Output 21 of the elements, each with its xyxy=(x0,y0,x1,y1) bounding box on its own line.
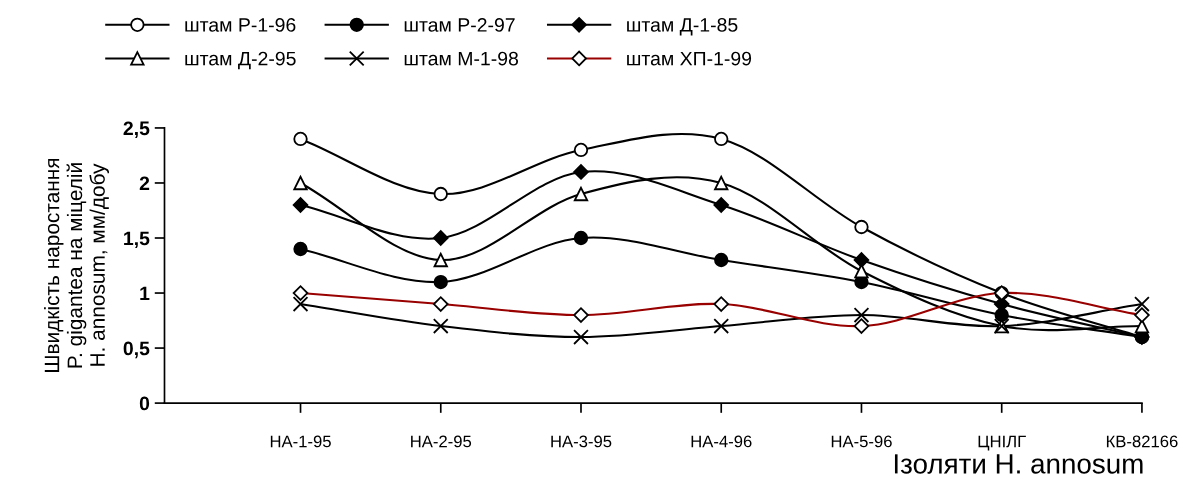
x-tick-label: НА-2-95 xyxy=(411,435,472,448)
x-axis-title: Ізоляти H. annosum xyxy=(894,454,1143,474)
y-tick-label: 1 xyxy=(140,286,150,301)
x-tick-label: ЦНІЛГ xyxy=(978,435,1026,451)
x-tick-label: КВ-82166 xyxy=(1106,435,1178,448)
x-tick-label: НА-3-95 xyxy=(551,435,612,448)
legend-label: штам ХП-1-99 xyxy=(627,51,752,66)
y-tick-label: 2 xyxy=(139,176,150,191)
legend-label: штам Д-2-95 xyxy=(185,51,296,70)
y-tick-label: 0,5 xyxy=(123,341,150,359)
y-tick-label: 1,5 xyxy=(124,231,150,249)
legend-label: штам Р-2-97 xyxy=(404,18,515,32)
y-tick-label: 0 xyxy=(139,396,150,411)
y-tick-label: 2,5 xyxy=(123,121,150,138)
x-tick-label: НА-4-96 xyxy=(691,435,752,448)
legend-label: штам Д-1-85 xyxy=(627,18,738,36)
y-axis-title: Швидкість наростання P. gigantea на міцелій H. annosum, мм/добу xyxy=(44,158,109,372)
legend-label: штам М-1-98 xyxy=(404,51,519,66)
x-tick-label: НА-1-95 xyxy=(270,435,331,448)
x-tick-label: НА-5-96 xyxy=(831,435,892,448)
legend-label: штам Р-1-96 xyxy=(185,18,296,32)
